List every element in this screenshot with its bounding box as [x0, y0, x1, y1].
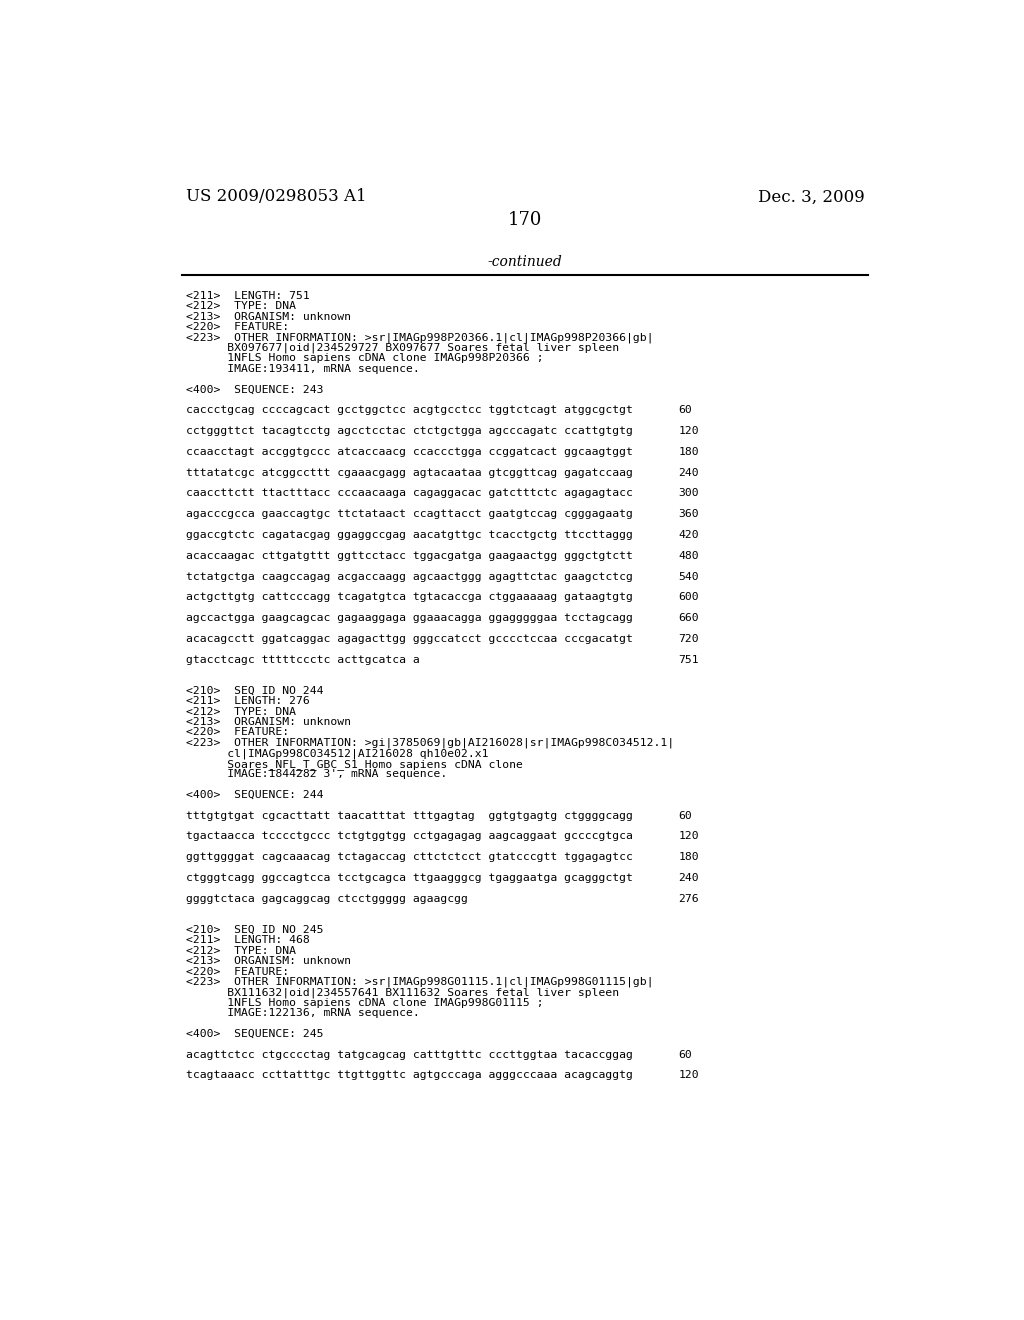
- Text: cl|IMAGp998C034512|AI216028 qh10e02.x1: cl|IMAGp998C034512|AI216028 qh10e02.x1: [186, 748, 488, 759]
- Text: ctgggtcagg ggccagtcca tcctgcagca ttgaagggcg tgaggaatga gcagggctgt: ctgggtcagg ggccagtcca tcctgcagca ttgaagg…: [186, 873, 633, 883]
- Text: acacagcctt ggatcaggac agagacttgg gggccatcct gcccctccaa cccgacatgt: acacagcctt ggatcaggac agagacttgg gggccat…: [186, 634, 633, 644]
- Text: 660: 660: [678, 612, 698, 623]
- Text: 600: 600: [678, 593, 698, 602]
- Text: 180: 180: [678, 446, 698, 457]
- Text: BX111632|oid|234557641 BX111632 Soares fetal liver spleen: BX111632|oid|234557641 BX111632 Soares f…: [186, 987, 620, 998]
- Text: tttgtgtgat cgcacttatt taacatttat tttgagtag  ggtgtgagtg ctggggcagg: tttgtgtgat cgcacttatt taacatttat tttgagt…: [186, 810, 633, 821]
- Text: <213>  ORGANISM: unknown: <213> ORGANISM: unknown: [186, 717, 351, 727]
- Text: 120: 120: [678, 1071, 698, 1081]
- Text: tctatgctga caagccagag acgaccaagg agcaactggg agagttctac gaagctctcg: tctatgctga caagccagag acgaccaagg agcaact…: [186, 572, 633, 582]
- Text: agccactgga gaagcagcac gagaaggaga ggaaacagga ggagggggaa tcctagcagg: agccactgga gaagcagcac gagaaggaga ggaaaca…: [186, 612, 633, 623]
- Text: ggggtctaca gagcaggcag ctcctggggg agaagcgg: ggggtctaca gagcaggcag ctcctggggg agaagcg…: [186, 894, 468, 904]
- Text: caaccttctt ttactttacc cccaacaaga cagaggacac gatctttctc agagagtacc: caaccttctt ttactttacc cccaacaaga cagagga…: [186, 488, 633, 499]
- Text: IMAGE:193411, mRNA sequence.: IMAGE:193411, mRNA sequence.: [186, 363, 420, 374]
- Text: 720: 720: [678, 634, 698, 644]
- Text: <220>  FEATURE:: <220> FEATURE:: [186, 966, 289, 977]
- Text: 120: 120: [678, 426, 698, 436]
- Text: <400>  SEQUENCE: 244: <400> SEQUENCE: 244: [186, 789, 324, 800]
- Text: <211>  LENGTH: 276: <211> LENGTH: 276: [186, 696, 310, 706]
- Text: 480: 480: [678, 550, 698, 561]
- Text: ggaccgtctc cagatacgag ggaggccgag aacatgttgc tcacctgctg ttccttaggg: ggaccgtctc cagatacgag ggaggccgag aacatgt…: [186, 529, 633, 540]
- Text: tcagtaaacc ccttatttgc ttgttggttc agtgcccaga agggcccaaa acagcaggtg: tcagtaaacc ccttatttgc ttgttggttc agtgccc…: [186, 1071, 633, 1081]
- Text: <223>  OTHER INFORMATION: >gi|3785069|gb|AI216028|sr|IMAGp998C034512.1|: <223> OTHER INFORMATION: >gi|3785069|gb|…: [186, 738, 674, 748]
- Text: 120: 120: [678, 832, 698, 841]
- Text: 60: 60: [678, 1049, 692, 1060]
- Text: <400>  SEQUENCE: 243: <400> SEQUENCE: 243: [186, 384, 324, 395]
- Text: ggttggggat cagcaaacag tctagaccag cttctctcct gtatcccgtt tggagagtcc: ggttggggat cagcaaacag tctagaccag cttctct…: [186, 853, 633, 862]
- Text: gtacctcagc tttttccctc acttgcatca a: gtacctcagc tttttccctc acttgcatca a: [186, 655, 420, 665]
- Text: BX097677|oid|234529727 BX097677 Soares fetal liver spleen: BX097677|oid|234529727 BX097677 Soares f…: [186, 343, 620, 354]
- Text: IMAGE:122136, mRNA sequence.: IMAGE:122136, mRNA sequence.: [186, 1008, 420, 1018]
- Text: actgcttgtg cattcccagg tcagatgtca tgtacaccga ctggaaaaag gataagtgtg: actgcttgtg cattcccagg tcagatgtca tgtacac…: [186, 593, 633, 602]
- Text: tgactaacca tcccctgccc tctgtggtgg cctgagagag aagcaggaat gccccgtgca: tgactaacca tcccctgccc tctgtggtgg cctgaga…: [186, 832, 633, 841]
- Text: 240: 240: [678, 467, 698, 478]
- Text: 300: 300: [678, 488, 698, 499]
- Text: <213>  ORGANISM: unknown: <213> ORGANISM: unknown: [186, 312, 351, 322]
- Text: <210>  SEQ ID NO 244: <210> SEQ ID NO 244: [186, 686, 324, 696]
- Text: IMAGE:1844282 3', mRNA sequence.: IMAGE:1844282 3', mRNA sequence.: [186, 770, 447, 779]
- Text: 1NFLS Homo sapiens cDNA clone IMAGp998P20366 ;: 1NFLS Homo sapiens cDNA clone IMAGp998P2…: [186, 354, 544, 363]
- Text: 180: 180: [678, 853, 698, 862]
- Text: 360: 360: [678, 510, 698, 519]
- Text: caccctgcag ccccagcact gcctggctcc acgtgcctcc tggtctcagt atggcgctgt: caccctgcag ccccagcact gcctggctcc acgtgcc…: [186, 405, 633, 416]
- Text: <211>  LENGTH: 468: <211> LENGTH: 468: [186, 936, 310, 945]
- Text: <223>  OTHER INFORMATION: >sr|IMAGp998P20366.1|cl|IMAGp998P20366|gb|: <223> OTHER INFORMATION: >sr|IMAGp998P20…: [186, 333, 653, 343]
- Text: 60: 60: [678, 810, 692, 821]
- Text: cctgggttct tacagtcctg agcctcctac ctctgctgga agcccagatc ccattgtgtg: cctgggttct tacagtcctg agcctcctac ctctgct…: [186, 426, 633, 436]
- Text: <223>  OTHER INFORMATION: >sr|IMAGp998G01115.1|cl|IMAGp998G01115|gb|: <223> OTHER INFORMATION: >sr|IMAGp998G01…: [186, 977, 653, 987]
- Text: acaccaagac cttgatgttt ggttcctacc tggacgatga gaagaactgg gggctgtctt: acaccaagac cttgatgttt ggttcctacc tggacga…: [186, 550, 633, 561]
- Text: 420: 420: [678, 529, 698, 540]
- Text: ccaacctagt accggtgccc atcaccaacg ccaccctgga ccggatcact ggcaagtggt: ccaacctagt accggtgccc atcaccaacg ccaccct…: [186, 446, 633, 457]
- Text: Dec. 3, 2009: Dec. 3, 2009: [758, 189, 864, 206]
- Text: 751: 751: [678, 655, 698, 665]
- Text: 540: 540: [678, 572, 698, 582]
- Text: <400>  SEQUENCE: 245: <400> SEQUENCE: 245: [186, 1028, 324, 1039]
- Text: <213>  ORGANISM: unknown: <213> ORGANISM: unknown: [186, 956, 351, 966]
- Text: 276: 276: [678, 894, 698, 904]
- Text: 240: 240: [678, 873, 698, 883]
- Text: <220>  FEATURE:: <220> FEATURE:: [186, 322, 289, 333]
- Text: <212>  TYPE: DNA: <212> TYPE: DNA: [186, 945, 296, 956]
- Text: US 2009/0298053 A1: US 2009/0298053 A1: [186, 189, 367, 206]
- Text: <212>  TYPE: DNA: <212> TYPE: DNA: [186, 301, 296, 312]
- Text: <210>  SEQ ID NO 245: <210> SEQ ID NO 245: [186, 925, 324, 935]
- Text: tttatatcgc atcggccttt cgaaacgagg agtacaataa gtcggttcag gagatccaag: tttatatcgc atcggccttt cgaaacgagg agtacaa…: [186, 467, 633, 478]
- Text: <211>  LENGTH: 751: <211> LENGTH: 751: [186, 290, 310, 301]
- Text: 1NFLS Homo sapiens cDNA clone IMAGp998G01115 ;: 1NFLS Homo sapiens cDNA clone IMAGp998G0…: [186, 998, 544, 1007]
- Text: Soares_NFL_T_GBC_S1 Homo sapiens cDNA clone: Soares_NFL_T_GBC_S1 Homo sapiens cDNA cl…: [186, 759, 523, 770]
- Text: 170: 170: [508, 211, 542, 228]
- Text: agacccgcca gaaccagtgc ttctataact ccagttacct gaatgtccag cgggagaatg: agacccgcca gaaccagtgc ttctataact ccagtta…: [186, 510, 633, 519]
- Text: <212>  TYPE: DNA: <212> TYPE: DNA: [186, 706, 296, 717]
- Text: 60: 60: [678, 405, 692, 416]
- Text: <220>  FEATURE:: <220> FEATURE:: [186, 727, 289, 738]
- Text: acagttctcc ctgcccctag tatgcagcag catttgtttc cccttggtaa tacaccggag: acagttctcc ctgcccctag tatgcagcag catttgt…: [186, 1049, 633, 1060]
- Text: -continued: -continued: [487, 255, 562, 269]
